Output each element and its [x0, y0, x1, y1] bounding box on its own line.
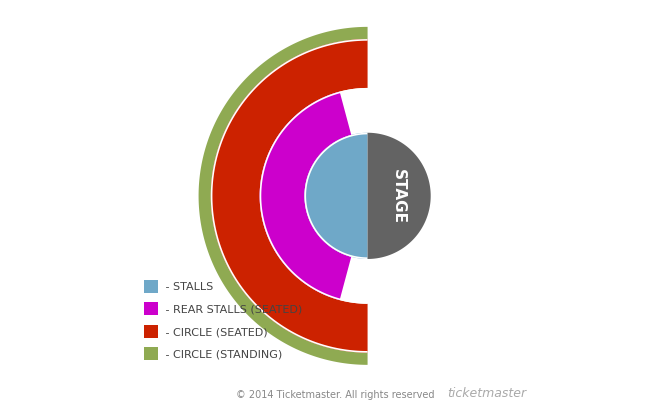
Polygon shape [304, 133, 368, 259]
FancyBboxPatch shape [143, 302, 158, 315]
Text: - CIRCLE (STANDING): - CIRCLE (STANDING) [162, 348, 282, 359]
Text: © 2014 Ticketmaster. All rights reserved: © 2014 Ticketmaster. All rights reserved [236, 389, 434, 400]
Polygon shape [304, 133, 368, 259]
Text: STAGE: STAGE [391, 169, 405, 224]
Polygon shape [260, 89, 368, 304]
Polygon shape [198, 28, 368, 365]
Polygon shape [368, 133, 431, 259]
Text: - STALLS: - STALLS [162, 281, 213, 292]
FancyBboxPatch shape [143, 347, 158, 360]
Polygon shape [260, 92, 351, 300]
FancyBboxPatch shape [143, 280, 158, 293]
FancyBboxPatch shape [143, 325, 158, 338]
Text: ticketmaster: ticketmaster [448, 387, 527, 400]
Text: - CIRCLE (SEATED): - CIRCLE (SEATED) [162, 326, 267, 336]
Text: - REAR STALLS (SEATED): - REAR STALLS (SEATED) [162, 304, 302, 314]
Polygon shape [211, 40, 368, 353]
Polygon shape [211, 40, 368, 353]
